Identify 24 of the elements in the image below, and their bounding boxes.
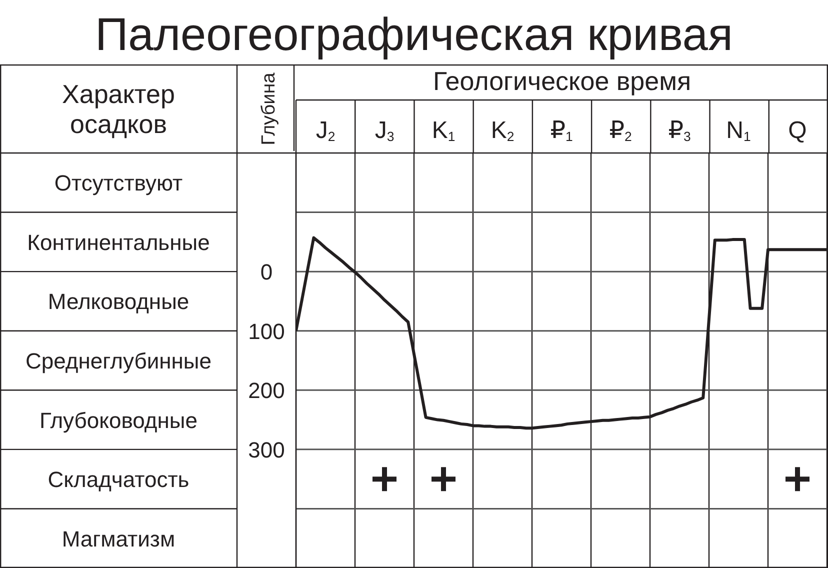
x-tick-label: ₽$_{1}$ bbox=[550, 117, 573, 144]
x-tick-label: ₽$_{3}$ bbox=[668, 117, 691, 144]
chart-title: Палеогеографическая кривая bbox=[95, 8, 733, 60]
x-tick-label: Q bbox=[788, 117, 807, 144]
text: Среднеглубинные bbox=[26, 348, 212, 374]
text: Континентальные bbox=[27, 230, 210, 255]
text: Складчатость bbox=[48, 467, 190, 492]
text: Глубоководные bbox=[40, 408, 198, 433]
x-tick-label: ₽$_{2}$ bbox=[609, 117, 632, 144]
y-tick-label: 0 bbox=[260, 260, 273, 285]
y-tick-label: 100 bbox=[248, 318, 285, 344]
x-tick-label: K$_{2}$ bbox=[490, 117, 514, 144]
y-axis-title: Глубина bbox=[258, 72, 280, 146]
text: Отсутствуют bbox=[54, 170, 183, 196]
x-tick-label: J$_{3}$ bbox=[374, 117, 394, 144]
x-tick-label: K$_{1}$ bbox=[432, 117, 456, 144]
text: Магматизм bbox=[62, 526, 176, 552]
x-tick-label: J$_{2}$ bbox=[316, 117, 336, 144]
x-tick-label: N$_{1}$ bbox=[726, 117, 751, 144]
y-tick-label: 300 bbox=[248, 437, 285, 462]
text: Характер осадков bbox=[62, 79, 175, 139]
y-tick-label: 200 bbox=[248, 378, 285, 404]
x-axis-title: Геологическое время bbox=[432, 66, 692, 96]
text: Мелководные bbox=[48, 289, 190, 314]
